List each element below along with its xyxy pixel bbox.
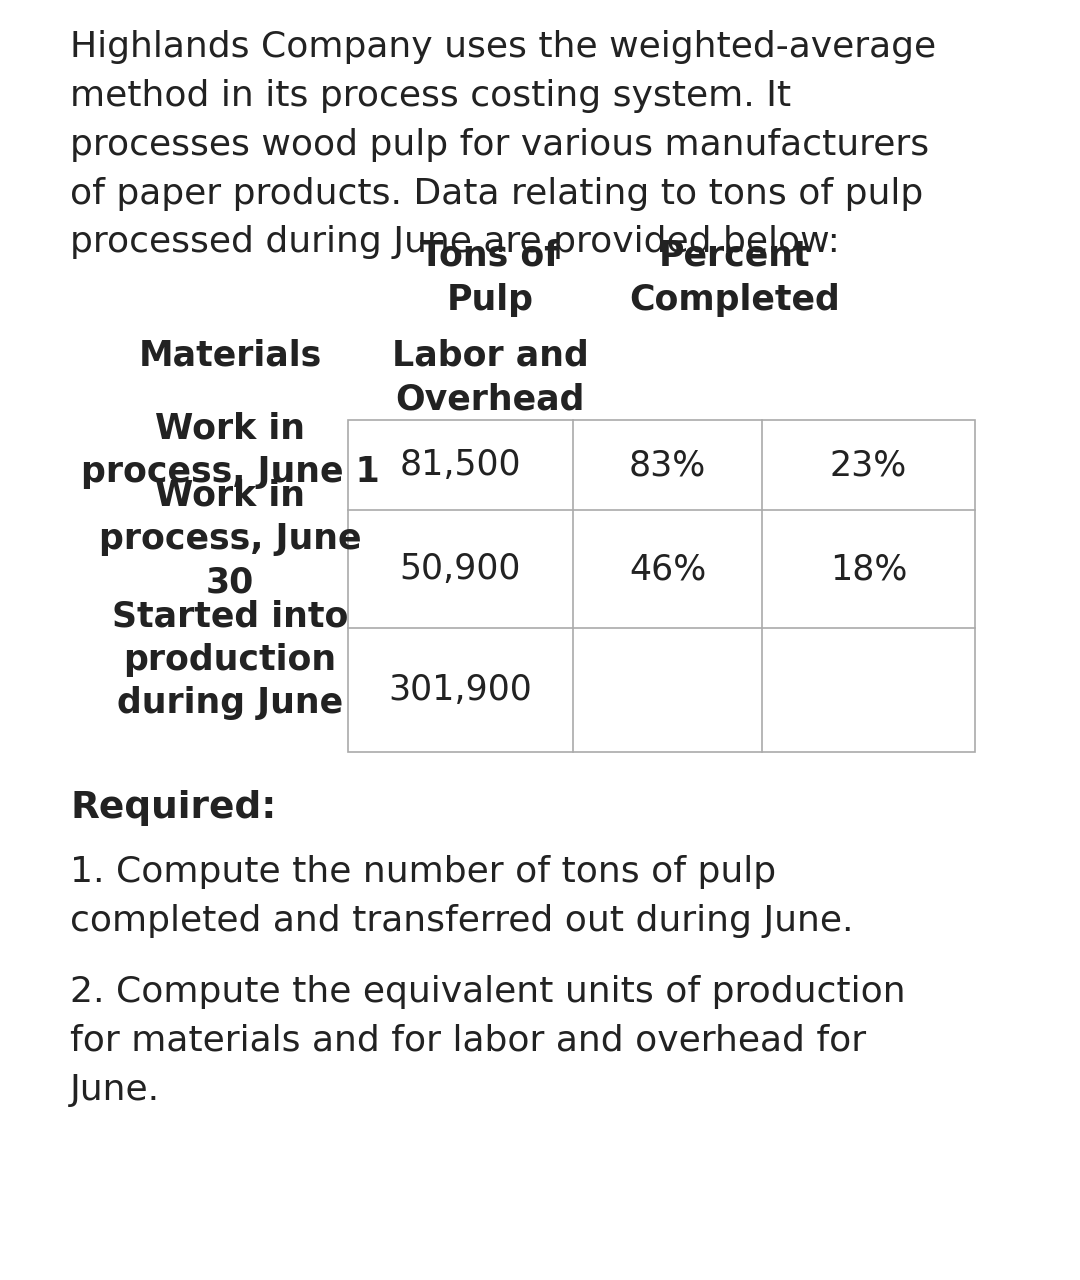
Text: Labor and
Overhead: Labor and Overhead [392,338,589,417]
Text: Work in
process, June 1: Work in process, June 1 [81,411,379,489]
Text: 301,900: 301,900 [389,673,532,707]
Text: 2. Compute the equivalent units of production
for materials and for labor and ov: 2. Compute the equivalent units of produ… [70,975,906,1107]
Text: Work in
process, June
30: Work in process, June 30 [98,479,361,599]
Text: 46%: 46% [629,552,706,586]
Text: 1. Compute the number of tons of pulp
completed and transferred out during June.: 1. Compute the number of tons of pulp co… [70,855,853,938]
Text: 18%: 18% [829,552,907,586]
Text: Tons of
Pulp: Tons of Pulp [420,238,559,316]
Bar [348,420,975,751]
Text: Materials: Materials [138,338,322,372]
Text: 50,900: 50,900 [400,552,522,586]
Text: Started into
production
during June: Started into production during June [112,599,348,721]
Text: 23%: 23% [829,448,907,483]
Text: 83%: 83% [629,448,706,483]
Text: 81,500: 81,500 [400,448,522,483]
Text: Required:: Required: [70,790,276,826]
Text: Percent
Completed: Percent Completed [630,238,840,316]
Text: Highlands Company uses the weighted-average
method in its process costing system: Highlands Company uses the weighted-aver… [70,29,936,260]
